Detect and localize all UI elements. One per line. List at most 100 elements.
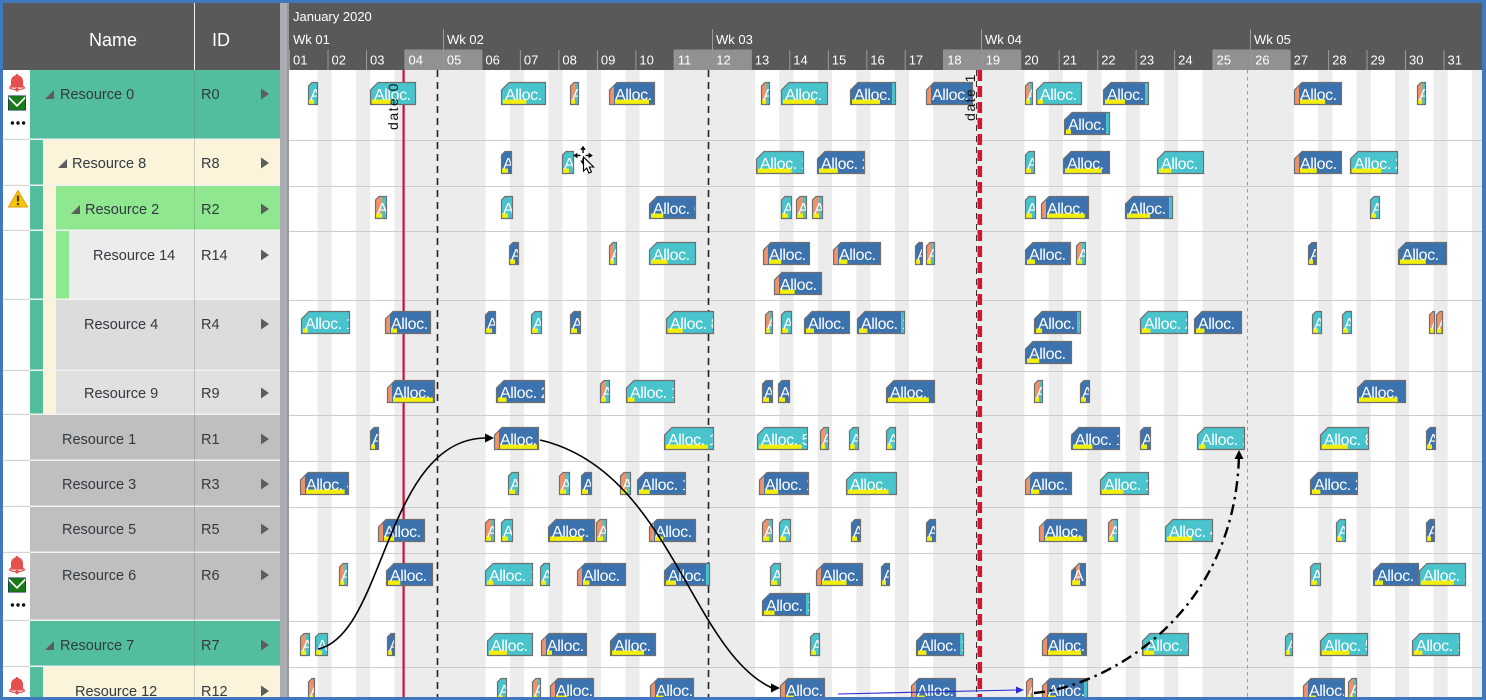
- svg-text:Alloc.: Alloc.: [1300, 87, 1337, 104]
- svg-text:Alloc. 2: Alloc. 2: [1068, 117, 1118, 134]
- svg-text:Resource 1: Resource 1: [62, 432, 136, 448]
- svg-text:A: A: [783, 316, 794, 333]
- svg-text:A: A: [783, 201, 794, 218]
- svg-text:Alloc. 5: Alloc. 5: [1047, 201, 1097, 218]
- svg-text:Alloc. 1: Alloc. 1: [769, 247, 819, 264]
- svg-text:A: A: [812, 638, 823, 655]
- svg-text:A: A: [883, 568, 894, 585]
- svg-text:Alloc. 1: Alloc. 1: [861, 316, 911, 333]
- svg-text:Alloc. 1: Alloc. 1: [785, 87, 835, 104]
- svg-text:Alloc. 1: Alloc. 1: [920, 638, 970, 655]
- svg-text:Alloc. 6: Alloc. 6: [653, 201, 703, 218]
- svg-text:A: A: [310, 87, 321, 104]
- svg-text:Alloc. 1: Alloc. 1: [1029, 346, 1079, 363]
- svg-text:01: 01: [293, 53, 307, 68]
- svg-text:Resource 5: Resource 5: [62, 522, 136, 538]
- svg-text:A: A: [572, 87, 583, 104]
- svg-text:08: 08: [562, 53, 576, 68]
- svg-text:Alloc.: Alloc.: [1048, 683, 1085, 700]
- svg-text:Alloc. 1: Alloc. 1: [615, 87, 665, 104]
- svg-text:Alloc.: Alloc.: [1361, 385, 1398, 402]
- svg-text:Alloc. 2: Alloc. 2: [1040, 87, 1090, 104]
- svg-text:A: A: [822, 432, 833, 449]
- svg-text:Alloc. 8: Alloc. 8: [1324, 432, 1374, 449]
- svg-text:A: A: [1428, 524, 1439, 541]
- svg-text:20: 20: [1024, 53, 1038, 68]
- svg-text:Alloc.: Alloc.: [1300, 156, 1337, 173]
- svg-text:Alloc. 1: Alloc. 1: [1067, 156, 1117, 173]
- svg-text:R1: R1: [201, 432, 220, 448]
- svg-text:A: A: [928, 247, 939, 264]
- svg-text:A: A: [1310, 247, 1321, 264]
- svg-text:Alloc.: Alloc.: [890, 385, 927, 402]
- svg-text:R8: R8: [201, 156, 220, 172]
- svg-text:Alloc.: Alloc.: [1309, 683, 1346, 700]
- svg-text:A: A: [561, 477, 572, 494]
- svg-text:Alloc. 1: Alloc. 1: [1104, 477, 1154, 494]
- svg-text:Alloc. 1: Alloc. 1: [1416, 638, 1466, 655]
- svg-text:Alloc. 2: Alloc. 2: [653, 247, 703, 264]
- svg-text:A: A: [341, 568, 352, 585]
- svg-text:24: 24: [1178, 53, 1192, 68]
- svg-text:Alloc. 4: Alloc. 4: [1169, 524, 1219, 541]
- svg-text:Resource 4: Resource 4: [84, 317, 158, 333]
- svg-text:A: A: [1438, 316, 1449, 333]
- svg-text:31: 31: [1448, 53, 1462, 68]
- svg-text:18: 18: [947, 53, 961, 68]
- svg-text:02: 02: [332, 53, 346, 68]
- svg-text:06: 06: [485, 53, 499, 68]
- svg-text:A: A: [764, 385, 775, 402]
- svg-text:15: 15: [832, 53, 846, 68]
- svg-text:A: A: [1073, 568, 1084, 585]
- svg-text:25: 25: [1217, 53, 1231, 68]
- svg-text:R6: R6: [201, 568, 220, 584]
- svg-text:Alloc.: Alloc.: [391, 316, 428, 333]
- svg-text:Alloc. 1: Alloc. 1: [491, 638, 541, 655]
- svg-text:A: A: [503, 524, 514, 541]
- svg-text:Alloc.: Alloc.: [393, 385, 430, 402]
- svg-text:Alloc. 1: Alloc. 1: [1201, 432, 1251, 449]
- svg-text:A: A: [317, 638, 328, 655]
- svg-text:A: A: [1312, 568, 1323, 585]
- svg-text:30: 30: [1409, 53, 1423, 68]
- svg-text:Alloc.: Alloc.: [656, 683, 693, 700]
- svg-text:A: A: [772, 568, 783, 585]
- svg-text:date 0: date 0: [385, 82, 401, 130]
- svg-text:Alloc.: Alloc.: [1129, 201, 1166, 218]
- svg-text:Alloc. 2: Alloc. 2: [1354, 156, 1404, 173]
- svg-text:A: A: [572, 316, 583, 333]
- svg-text:13: 13: [755, 53, 769, 68]
- svg-text:26: 26: [1255, 53, 1269, 68]
- svg-text:Alloc.: Alloc.: [547, 638, 584, 655]
- svg-text:Alloc. 1: Alloc. 1: [1075, 432, 1125, 449]
- svg-text:Alloc.: Alloc.: [850, 477, 887, 494]
- svg-text:21: 21: [1063, 53, 1077, 68]
- svg-text:27: 27: [1294, 53, 1308, 68]
- svg-text:A: A: [767, 316, 778, 333]
- svg-text:Wk 02: Wk 02: [447, 32, 484, 47]
- svg-text:R4: R4: [201, 317, 220, 333]
- svg-text:Alloc. 1: Alloc. 1: [614, 638, 664, 655]
- svg-text:Alloc.: Alloc.: [655, 524, 692, 541]
- svg-text:A: A: [763, 87, 774, 104]
- svg-text:A: A: [533, 316, 544, 333]
- svg-text:Alloc. 1: Alloc. 1: [305, 316, 355, 333]
- svg-text:Alloc. 5: Alloc. 5: [1038, 316, 1088, 333]
- svg-text:A: A: [372, 432, 383, 449]
- svg-text:23: 23: [1140, 53, 1154, 68]
- svg-text:Alloc.: Alloc.: [786, 683, 823, 700]
- svg-text:Alloc. 6: Alloc. 6: [505, 87, 555, 104]
- svg-text:A: A: [1431, 316, 1442, 333]
- svg-text:A: A: [851, 432, 862, 449]
- svg-text:A: A: [781, 524, 792, 541]
- svg-text:A: A: [1372, 201, 1383, 218]
- svg-text:Resource 2: Resource 2: [85, 202, 159, 218]
- svg-text:A: A: [1078, 247, 1089, 264]
- svg-text:R14: R14: [201, 248, 228, 264]
- svg-text:Alloc.: Alloc.: [552, 524, 589, 541]
- svg-text:A: A: [510, 477, 521, 494]
- svg-text:10: 10: [639, 53, 653, 68]
- svg-text:A: A: [1027, 156, 1038, 173]
- svg-text:A: A: [389, 638, 400, 655]
- svg-text:A: A: [1338, 524, 1349, 541]
